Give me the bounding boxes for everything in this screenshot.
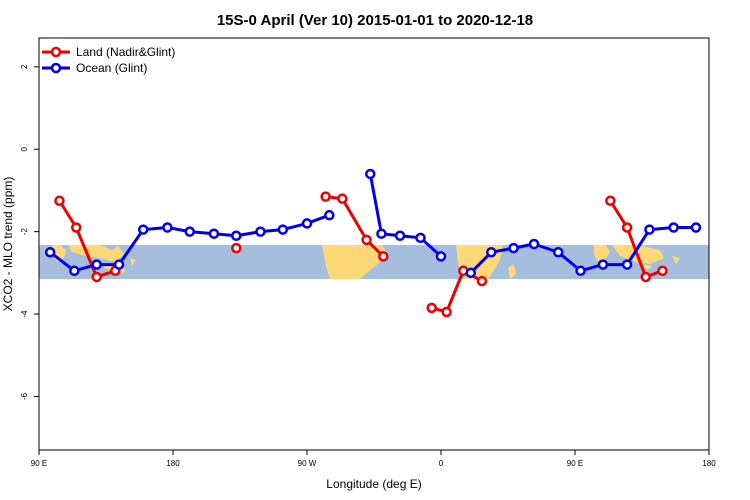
x-tick-label: 90 E	[567, 459, 583, 468]
data-point	[277, 224, 289, 235]
data-point	[54, 195, 65, 206]
legend-swatch-marker	[50, 62, 62, 74]
series-line	[368, 173, 443, 258]
data-point	[553, 246, 564, 258]
data-point	[621, 259, 633, 270]
y-tick-label: -4	[20, 310, 29, 318]
chart-title: 15S-0 April (Ver 10) 2015-01-01 to 2020-…	[217, 12, 533, 29]
data-point	[476, 275, 488, 287]
data-point	[508, 242, 519, 254]
plot-frame	[38, 37, 710, 451]
x-axis: 90 E 180 90 W 0 90 E 180	[31, 450, 716, 468]
x-tick-label: 180	[166, 459, 180, 468]
data-point	[208, 228, 220, 239]
data-point	[361, 234, 372, 246]
series-layer	[44, 168, 702, 318]
data-point	[301, 218, 313, 229]
data-point	[69, 265, 80, 277]
x-tick-label: 90 E	[31, 459, 47, 468]
data-point	[644, 224, 655, 235]
data-point	[231, 230, 242, 242]
background-map-strip	[39, 245, 709, 279]
data-point	[255, 226, 266, 237]
data-point	[441, 306, 452, 318]
legend-item: Land (Nadir&Glint)	[42, 45, 175, 59]
data-point	[465, 267, 477, 279]
data-point	[378, 251, 389, 262]
data-point	[137, 224, 149, 235]
legend-swatch-marker	[50, 46, 62, 58]
data-point	[668, 222, 679, 233]
y-tick-label: -6	[20, 392, 29, 400]
y-axis: -6 -4 -2 0 2	[20, 64, 39, 400]
legend-label: Ocean (Glint)	[76, 61, 147, 75]
data-point	[162, 222, 173, 233]
series-1	[44, 168, 702, 279]
data-point	[575, 265, 586, 277]
data-point	[426, 302, 437, 314]
data-point	[605, 195, 616, 206]
data-point	[415, 232, 426, 244]
x-tick-label: 0	[439, 459, 444, 468]
data-point	[435, 251, 447, 262]
x-axis-label: Longitude (deg E)	[326, 477, 421, 491]
data-point	[394, 230, 406, 242]
legend-item: Ocean (Glint)	[42, 61, 147, 75]
data-point	[44, 246, 56, 258]
legend-label: Land (Nadir&Glint)	[76, 45, 175, 59]
data-point	[324, 209, 335, 221]
x-tick-label: 90 W	[298, 459, 317, 468]
y-tick-label: 2	[20, 64, 29, 69]
land-new-guinea-west	[68, 245, 124, 262]
series-line	[325, 195, 385, 258]
data-point	[486, 246, 497, 258]
data-point	[113, 259, 125, 270]
data-point	[91, 271, 102, 283]
land-australia-east	[594, 245, 610, 262]
y-tick-label: -2	[20, 228, 29, 236]
data-point	[365, 168, 376, 180]
data-point	[376, 228, 387, 239]
data-point	[528, 238, 540, 250]
land-islands-east	[640, 256, 680, 274]
y-tick-label: 0	[20, 146, 29, 151]
data-point	[640, 271, 651, 283]
data-point	[690, 222, 702, 233]
data-point	[70, 222, 82, 233]
data-point	[184, 226, 195, 237]
data-point	[597, 259, 609, 270]
series-line	[58, 199, 116, 279]
x-tick-label: 180	[702, 459, 716, 468]
data-point	[657, 265, 668, 277]
data-point	[91, 259, 102, 270]
land-madagascar	[508, 264, 516, 279]
series-0	[54, 191, 668, 318]
data-point	[621, 222, 633, 233]
data-point	[337, 193, 348, 204]
y-axis-label: XCO2 - MLO trend (ppm)	[1, 177, 15, 312]
data-point	[231, 242, 242, 254]
land-south-america	[322, 245, 386, 279]
data-point	[320, 191, 331, 202]
legend: Land (Nadir&Glint) Ocean (Glint)	[42, 45, 175, 75]
